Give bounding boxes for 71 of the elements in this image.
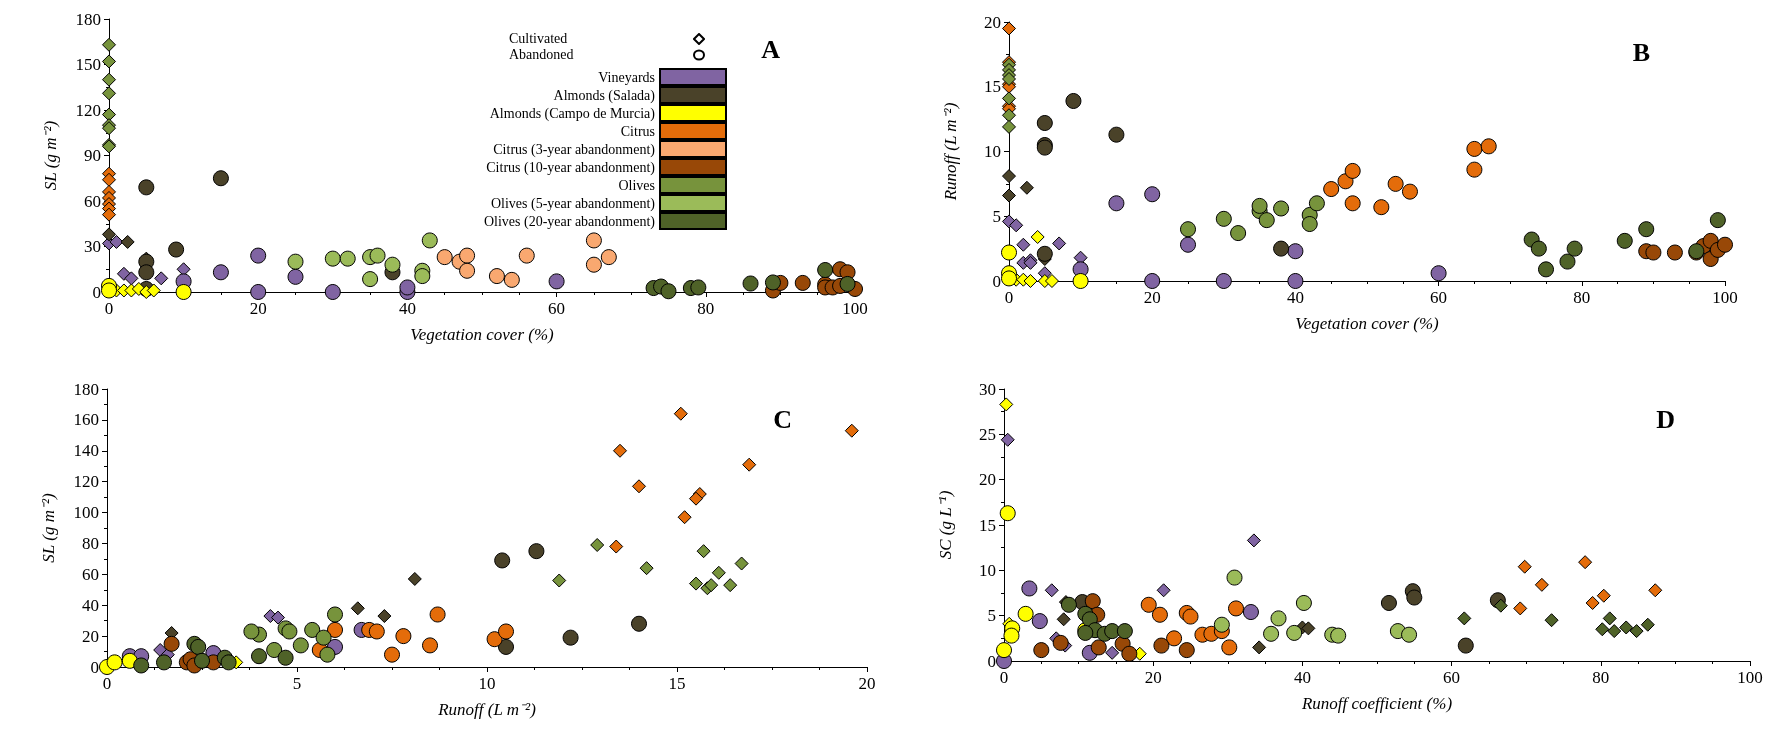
text: D [1656, 404, 1675, 434]
legend-label: Citrus [620, 123, 655, 139]
x-tick-label: 60 [1443, 668, 1461, 687]
annotation: Abandoned [509, 47, 574, 63]
legend-label: Citrus (3-year abandonment) [493, 141, 656, 158]
x-tick-label: 20 [249, 299, 267, 318]
x-tick-label: 40 [398, 299, 416, 318]
y-tick-label: 20 [979, 470, 996, 490]
y-tick-label: 40 [82, 595, 99, 615]
y-tick-label: 120 [73, 472, 99, 492]
x-tick-label: 20 [1144, 668, 1162, 687]
x-tick-label: 10 [478, 674, 496, 693]
x-tick-label: 0 [104, 299, 114, 318]
y-axis-title: SC (g L⁻¹) [936, 490, 955, 560]
y-tick-label: 150 [75, 55, 101, 74]
y-tick-label: 30 [979, 379, 996, 399]
y-tick-label: 0 [992, 271, 1001, 291]
legend-label: Almonds (Campo de Murcia) [489, 105, 656, 122]
y-tick-label: 120 [75, 100, 101, 120]
legend-label: Citrus (10-year abandonment) [486, 159, 656, 176]
y-tick-label: 5 [992, 206, 1001, 226]
x-tick-label: 80 [697, 299, 715, 318]
x-axis-title: Vegetation cover (%) [410, 325, 555, 344]
y-tick-label: 15 [979, 515, 996, 535]
y-tick-label: 25 [979, 424, 996, 444]
x-tick-label: 60 [548, 299, 566, 318]
x-axis-title: Vegetation cover (%) [1295, 314, 1440, 333]
text: B [1632, 37, 1650, 67]
x-tick-label: 40 [1293, 668, 1311, 687]
x-tick-label: 20 [1143, 288, 1161, 307]
legend-label: Olives (20-year abandonment) [483, 213, 656, 230]
y-tick-label: 10 [984, 142, 1001, 161]
y-tick-label: 180 [73, 379, 99, 399]
x-tick-label: 15 [668, 674, 686, 693]
y-tick-label: 20 [984, 12, 1001, 32]
text: C [773, 404, 792, 434]
y-tick-label: 100 [73, 503, 99, 523]
x-axis-title: Runoff (L m⁻²) [437, 700, 537, 719]
y-tick-label: 0 [987, 651, 996, 671]
y-tick-label: 90 [84, 146, 101, 165]
x-tick-label: 80 [1592, 668, 1610, 687]
x-tick-label: 40 [1286, 288, 1304, 307]
y-tick-label: 60 [82, 564, 99, 584]
legend-label: Olives [618, 177, 655, 193]
x-tick-label: 5 [292, 674, 302, 693]
x-axis-title: Runoff coefficient (%) [1300, 694, 1453, 713]
y-tick-label: 140 [73, 441, 99, 461]
x-tick-label: 60 [1430, 288, 1448, 307]
x-tick-label: 0 [1004, 288, 1014, 307]
x-tick-label: 20 [858, 674, 876, 693]
y-axis-title: Runoff (L m⁻²) [941, 102, 960, 202]
y-tick-label: 15 [984, 77, 1001, 97]
legend-label: Vineyards [598, 69, 655, 85]
legend-label: Almonds (Salada) [553, 87, 656, 104]
y-tick-label: 20 [82, 626, 99, 646]
y-tick-label: 60 [84, 191, 101, 211]
y-tick-label: 80 [82, 533, 99, 553]
y-tick-label: 5 [987, 606, 996, 626]
legend-label: Olives (5-year abandonment) [490, 195, 656, 212]
y-axis-title: SL (g m⁻²) [41, 120, 60, 191]
x-tick-label: 100 [1737, 668, 1763, 687]
y-tick-label: 30 [84, 237, 101, 256]
y-axis-title: SL (g m⁻²) [39, 492, 58, 563]
x-tick-label: 100 [1712, 288, 1738, 307]
annotation: Cultivated [509, 31, 568, 47]
x-tick-label: 80 [1573, 288, 1591, 307]
y-tick-label: 10 [979, 560, 996, 580]
y-tick-label: 180 [75, 9, 101, 29]
text: A [761, 34, 781, 64]
x-tick-label: 100 [842, 299, 868, 318]
y-tick-label: 160 [73, 410, 99, 430]
